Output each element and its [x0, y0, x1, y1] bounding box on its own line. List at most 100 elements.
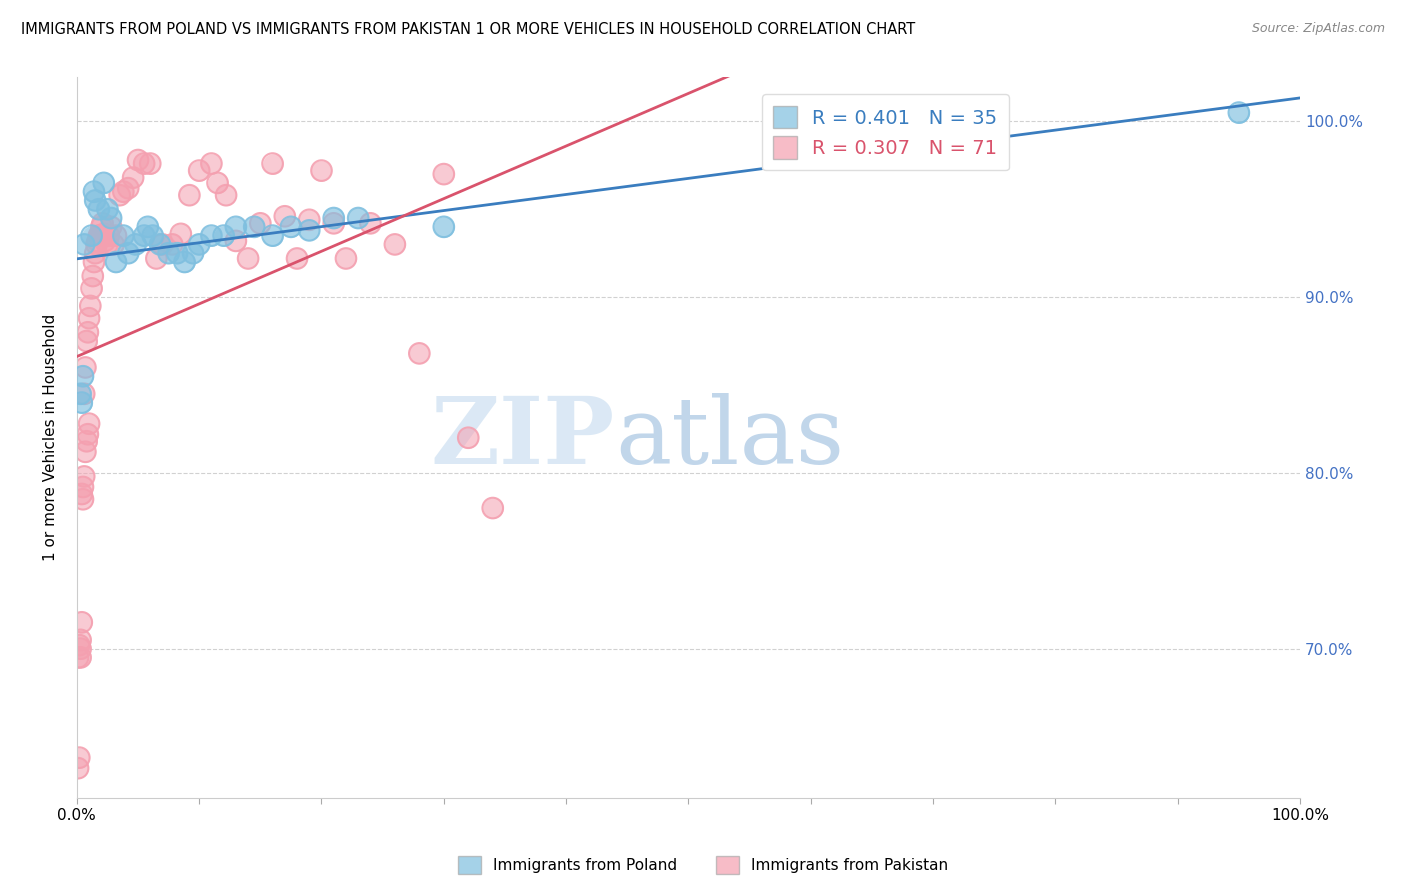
Text: IMMIGRANTS FROM POLAND VS IMMIGRANTS FROM PAKISTAN 1 OR MORE VEHICLES IN HOUSEHO: IMMIGRANTS FROM POLAND VS IMMIGRANTS FRO…	[21, 22, 915, 37]
Point	[77, 427, 100, 442]
Point	[90, 219, 112, 234]
Point	[100, 219, 122, 234]
Point	[67, 650, 90, 665]
Point	[322, 211, 344, 225]
Point	[225, 219, 247, 234]
Point	[69, 650, 91, 665]
Point	[170, 227, 193, 241]
Point	[67, 650, 90, 665]
Point	[157, 246, 180, 260]
Point	[322, 216, 344, 230]
Point	[285, 252, 308, 266]
Point	[408, 346, 430, 360]
Point	[124, 237, 146, 252]
Point	[76, 334, 98, 348]
Point	[152, 237, 174, 252]
Point	[236, 252, 259, 266]
Point	[87, 228, 110, 243]
Point	[298, 223, 321, 237]
Point	[103, 237, 125, 252]
Point	[105, 255, 128, 269]
Point	[298, 223, 321, 237]
Point	[105, 228, 128, 243]
Point	[433, 167, 456, 181]
Point	[311, 163, 333, 178]
Point	[90, 219, 112, 234]
Point	[73, 237, 96, 252]
Point	[94, 234, 117, 248]
Point	[72, 369, 94, 384]
Point	[80, 228, 103, 243]
Point	[77, 311, 100, 326]
Point	[181, 246, 204, 260]
Point	[225, 219, 247, 234]
Point	[69, 632, 91, 647]
Point	[274, 209, 297, 223]
Point	[91, 216, 114, 230]
Point	[117, 181, 139, 195]
Point	[96, 202, 118, 217]
Point	[77, 427, 100, 442]
Point	[188, 237, 211, 252]
Point	[69, 641, 91, 656]
Point	[86, 237, 108, 252]
Point	[170, 227, 193, 241]
Point	[200, 228, 222, 243]
Point	[96, 237, 118, 252]
Point	[83, 255, 105, 269]
Point	[215, 188, 238, 202]
Point	[298, 212, 321, 227]
Point	[73, 386, 96, 401]
Y-axis label: 1 or more Vehicles in Household: 1 or more Vehicles in Household	[44, 314, 58, 561]
Point	[82, 268, 104, 283]
Point	[70, 395, 93, 409]
Point	[173, 255, 195, 269]
Point	[97, 228, 120, 243]
Point	[145, 252, 167, 266]
Point	[112, 185, 135, 199]
Point	[105, 255, 128, 269]
Point	[83, 185, 105, 199]
Point	[322, 216, 344, 230]
Point	[262, 156, 284, 170]
Point	[86, 234, 108, 248]
Point	[481, 501, 503, 516]
Point	[80, 281, 103, 295]
Point	[124, 237, 146, 252]
Text: Source: ZipAtlas.com: Source: ZipAtlas.com	[1251, 22, 1385, 36]
Point	[136, 219, 159, 234]
Point	[136, 219, 159, 234]
Point	[207, 176, 229, 190]
Point	[112, 185, 135, 199]
Point	[384, 237, 406, 252]
Point	[152, 237, 174, 252]
Point	[84, 194, 107, 208]
Point	[134, 228, 156, 243]
Point	[93, 227, 115, 241]
Point	[181, 246, 204, 260]
Point	[70, 487, 93, 501]
Point	[70, 395, 93, 409]
Point	[262, 228, 284, 243]
Point	[84, 246, 107, 260]
Point	[243, 219, 266, 234]
Point	[67, 750, 90, 764]
Point	[80, 228, 103, 243]
Point	[69, 386, 91, 401]
Point	[112, 228, 135, 243]
Point	[75, 360, 97, 375]
Point	[75, 445, 97, 459]
Point	[86, 234, 108, 248]
Point	[117, 181, 139, 195]
Point	[212, 228, 235, 243]
Point	[100, 211, 122, 225]
Point	[212, 228, 235, 243]
Point	[298, 212, 321, 227]
Point	[166, 246, 188, 260]
Point	[433, 167, 456, 181]
Point	[249, 216, 271, 230]
Point	[67, 638, 90, 652]
Point	[105, 228, 128, 243]
Point	[249, 216, 271, 230]
Point	[93, 176, 115, 190]
